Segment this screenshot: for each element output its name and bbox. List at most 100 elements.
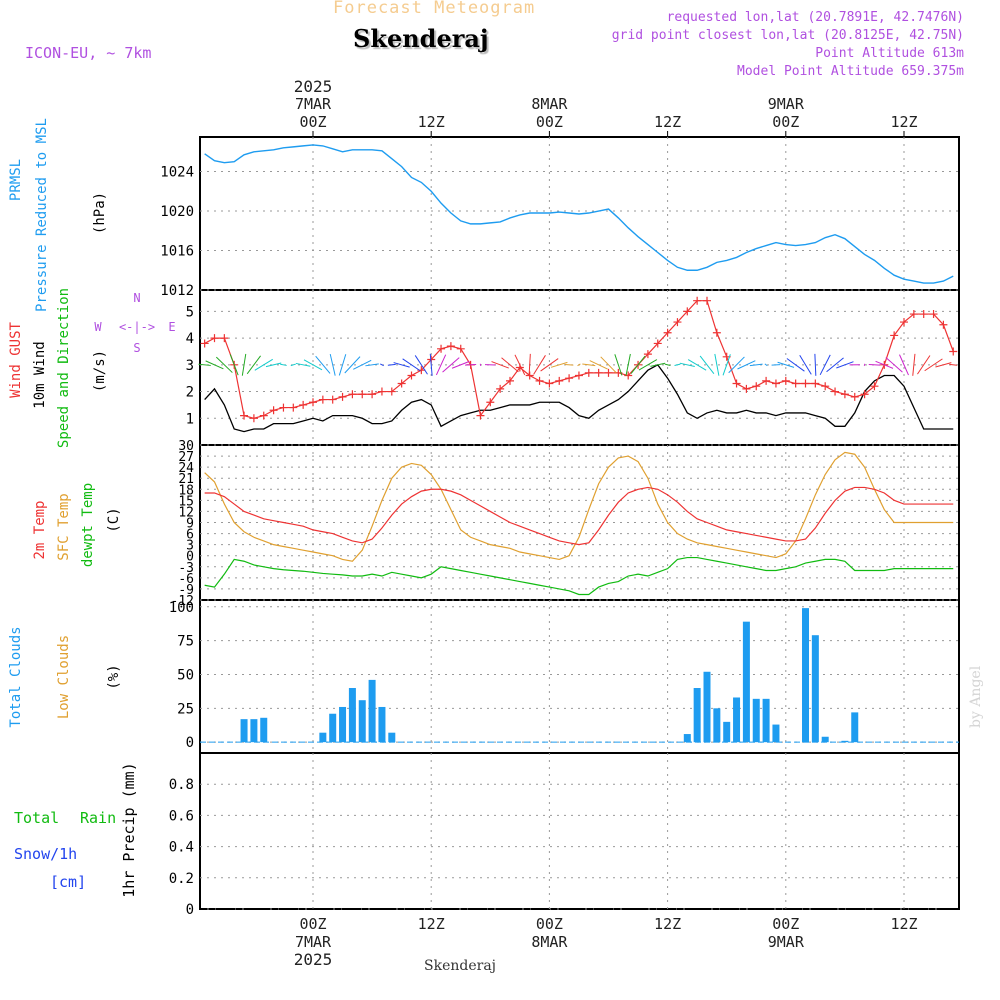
temperature-tick-label: -9 [178,583,194,598]
wind-direction-arrow [246,355,261,375]
wind-direction-arrow [625,353,631,376]
clouds-unit-label: (%) [106,664,122,689]
top-time-tick: 00Z [536,113,563,131]
wind-tick-label: 1 [186,411,194,427]
wind-direction-arrow [329,353,336,376]
sfc-temp-label: SFC Temp [56,493,72,560]
wind-direction-arrow [429,353,433,376]
bottom-day-label: 8MAR [531,933,568,951]
temp-2m-label: 2m Temp [32,500,48,559]
cloud-bar [762,698,770,743]
temperature-tick-label: -3 [178,561,194,576]
cloud-bar [683,734,691,743]
precip-total-label: Total [14,809,59,827]
wind-direction-arrow [699,355,715,374]
wind-direction-arrow [836,361,854,369]
temperature-tick-label: 18 [178,483,194,498]
bottom-time-tick: 00Z [536,915,563,933]
gust-marker [653,339,662,348]
temperature-tick-label: 12 [178,505,194,520]
gust-marker [752,382,761,391]
precip-tick-label: 0 [186,902,194,918]
wind-speed-dir-label: Speed and Direction [56,288,72,448]
gust-marker [249,414,258,423]
compass-marker: <-|-> [119,320,155,334]
cloud-bar [772,724,780,743]
wind-direction-arrow [912,353,916,376]
wind-direction-arrow [344,356,361,374]
wind-direction-arrow [875,360,894,369]
temperature-tick-label: -6 [178,572,194,587]
precip-tick-label: 0.6 [169,808,194,824]
wind-direction-arrow [465,364,477,366]
pressure-tick-label: 1012 [160,283,194,299]
temperature-tick-label: 15 [178,494,194,509]
dewpt-temp-label: dewpt Temp [80,483,96,567]
panel-frame-clouds [199,599,960,754]
temperature-unit-label: (C) [106,507,122,532]
cloud-bar [319,732,327,743]
wind-direction-arrow [387,363,396,366]
wind-direction-arrow [949,363,958,366]
gust-marker [850,392,859,401]
gust-marker [840,390,849,399]
gust-marker [309,398,317,407]
wind-tick-label: 3 [186,358,194,374]
gust-marker [831,387,840,396]
temperature-tick-label: 27 [178,450,194,465]
wind-direction-arrow [528,353,531,376]
cloud-bar [811,635,819,743]
compass-north: N [133,291,140,305]
gust-marker [574,371,583,380]
total-clouds-label: Total Clouds [8,626,24,727]
wind-direction-arrow [863,363,866,366]
wind-direction-arrow [714,353,720,376]
wind-direction-arrow [295,362,311,367]
gust-marker [318,395,327,404]
wind-direction-arrow [826,357,844,373]
gust-marker [909,310,918,319]
wind-direction-arrow [749,363,763,367]
bottom-time-tick: 12Z [418,915,445,933]
bottom-year-label: 2025 [294,950,333,969]
gust-marker [781,376,790,385]
top-time-tick: 00Z [772,113,799,131]
cloud-bar [358,700,366,743]
precip-tick-label: 0.8 [169,777,194,793]
wind-direction-arrow [674,363,681,366]
super-title: Forecast Meteogram [333,0,536,18]
gust-marker [693,296,702,305]
gust-marker [801,379,810,388]
wind-direction-arrow [380,363,384,367]
clouds-tick-label: 50 [177,667,194,683]
wind-direction-arrow [442,357,460,373]
gust-marker [890,331,899,340]
gust-marker [663,328,672,337]
gust-marker [289,403,298,412]
temperature-tick-label: 9 [186,517,194,532]
precip-axis-label: 1hr Precip (mm) [120,762,138,897]
wind-direction-arrow [215,356,233,373]
wind-direction-arrow [265,362,282,368]
cloud-bar [742,621,750,743]
gust-marker [624,371,633,380]
gust-marker [210,334,219,343]
wind-direction-arrow [664,363,671,367]
model-label: ICON-EU, ~ 7km [25,44,152,62]
gust-marker [446,342,455,351]
gust-marker [929,310,938,319]
gust-marker [240,411,249,420]
cloud-bar [802,608,809,743]
wind-direction-arrow [338,354,347,376]
cloud-bar [240,719,248,743]
wind-direction-arrow [679,362,695,367]
precip-snow-label: Snow/1h [14,845,77,863]
wind-direction-arrow [614,354,623,376]
bottom-time-tick: 12Z [890,915,917,933]
gust-marker [397,379,406,388]
wind-direction-arrow [737,360,756,370]
gust-marker [712,328,721,337]
bottom-time-tick: 00Z [772,915,799,933]
top-time-tick: 12Z [890,113,917,131]
gust-marker [939,320,948,329]
